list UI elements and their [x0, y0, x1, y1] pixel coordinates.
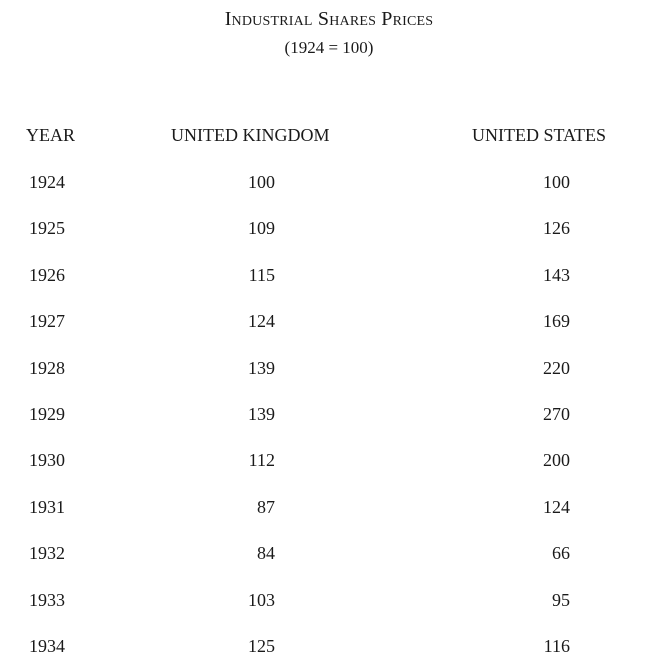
cell-united-kingdom: 87 — [257, 497, 275, 517]
cell-united-kingdom: 112 — [248, 450, 275, 470]
table-row: 1930 112 200 — [0, 450, 658, 474]
cell-year: 1927 — [29, 311, 65, 331]
cell-united-kingdom: 84 — [257, 543, 275, 563]
cell-united-kingdom: 100 — [248, 172, 275, 192]
table-row: 1931 87 124 — [0, 497, 658, 521]
table-row: 1927 124 169 — [0, 311, 658, 335]
cell-united-states: 116 — [543, 636, 570, 656]
cell-united-states: 95 — [552, 590, 570, 610]
cell-united-kingdom: 103 — [248, 590, 275, 610]
table-row: 1924 100 100 — [0, 172, 658, 196]
column-header-year: YEAR — [26, 125, 75, 145]
table-row: 1934 125 116 — [0, 636, 658, 660]
cell-year: 1932 — [29, 543, 65, 563]
cell-united-states: 200 — [543, 450, 570, 470]
page-subtitle: (1924 = 100) — [284, 38, 374, 57]
column-header-united-kingdom: UNITED KINGDOM — [171, 125, 330, 145]
table-row: 1932 84 66 — [0, 543, 658, 567]
table-row: 1933 103 95 — [0, 590, 658, 614]
column-header-united-states: UNITED STATES — [472, 125, 607, 145]
cell-united-states: 124 — [543, 497, 570, 517]
cell-united-states: 270 — [543, 404, 570, 424]
cell-united-kingdom: 139 — [248, 404, 275, 424]
cell-united-kingdom: 109 — [248, 218, 275, 238]
cell-year: 1924 — [29, 172, 65, 192]
page-title: Industrial Shares Prices — [224, 8, 434, 30]
cell-united-states: 66 — [552, 543, 570, 563]
table-row: 1925 109 126 — [0, 218, 658, 242]
cell-united-kingdom: 115 — [248, 265, 275, 285]
cell-united-kingdom: 124 — [248, 311, 275, 331]
cell-united-states: 126 — [543, 218, 570, 238]
table-row: 1926 115 143 — [0, 265, 658, 289]
cell-united-states: 143 — [543, 265, 570, 285]
cell-year: 1931 — [29, 497, 65, 517]
cell-united-states: 220 — [543, 358, 570, 378]
table-row: 1928 139 220 — [0, 358, 658, 382]
cell-united-kingdom: 139 — [248, 358, 275, 378]
cell-year: 1933 — [29, 590, 65, 610]
cell-year: 1934 — [29, 636, 65, 656]
cell-united-kingdom: 125 — [248, 636, 275, 656]
cell-year: 1926 — [29, 265, 65, 285]
cell-united-states: 100 — [543, 172, 570, 192]
cell-year: 1930 — [29, 450, 65, 470]
cell-united-states: 169 — [543, 311, 570, 331]
cell-year: 1925 — [29, 218, 65, 238]
table-row: 1929 139 270 — [0, 404, 658, 428]
cell-year: 1929 — [29, 404, 65, 424]
cell-year: 1928 — [29, 358, 65, 378]
